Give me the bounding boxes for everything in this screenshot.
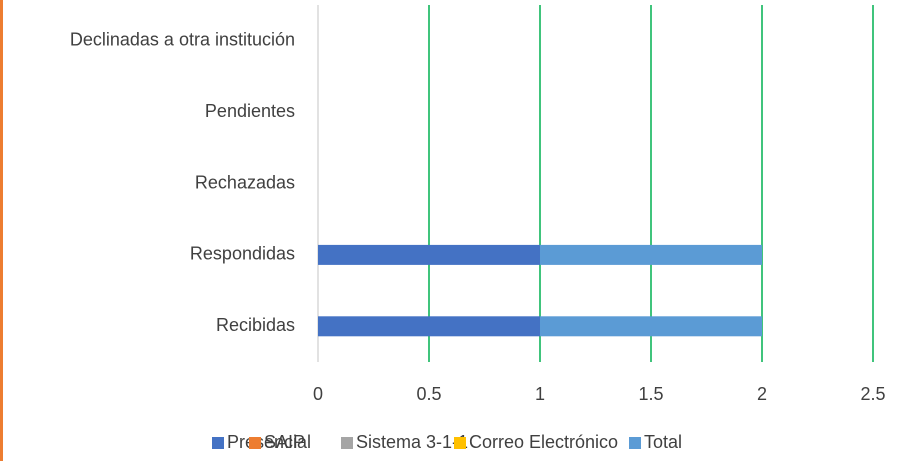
left-stripe — [0, 0, 3, 461]
bar-segment — [318, 244, 540, 265]
legend-swatch — [249, 437, 261, 449]
legend-label: Sistema 3-1-1 — [356, 432, 468, 452]
bar-segment — [540, 316, 762, 337]
bar-segment — [318, 316, 540, 337]
y-tick-label: Recibidas — [216, 315, 295, 335]
x-tick-label: 0.5 — [416, 384, 441, 404]
x-tick-label: 1 — [535, 384, 545, 404]
legend-swatch — [341, 437, 353, 449]
legend-swatch — [629, 437, 641, 449]
legend-label: SAIP — [264, 432, 305, 452]
y-tick-label: Pendientes — [205, 101, 295, 121]
y-tick-label: Respondidas — [190, 244, 295, 264]
x-tick-label: 1.5 — [638, 384, 663, 404]
x-tick-label: 0 — [313, 384, 323, 404]
legend-swatch — [454, 437, 466, 449]
x-tick-label: 2 — [757, 384, 767, 404]
bar-segment — [540, 244, 762, 265]
legend-label: Total — [644, 432, 682, 452]
legend-label: Presencial — [227, 432, 311, 452]
legend-swatch — [212, 437, 224, 449]
legend-label: Correo Electrónico — [469, 432, 618, 452]
x-tick-label: 2.5 — [860, 384, 885, 404]
y-tick-label: Declinadas a otra institución — [70, 29, 295, 49]
y-tick-label: Rechazadas — [195, 172, 295, 192]
